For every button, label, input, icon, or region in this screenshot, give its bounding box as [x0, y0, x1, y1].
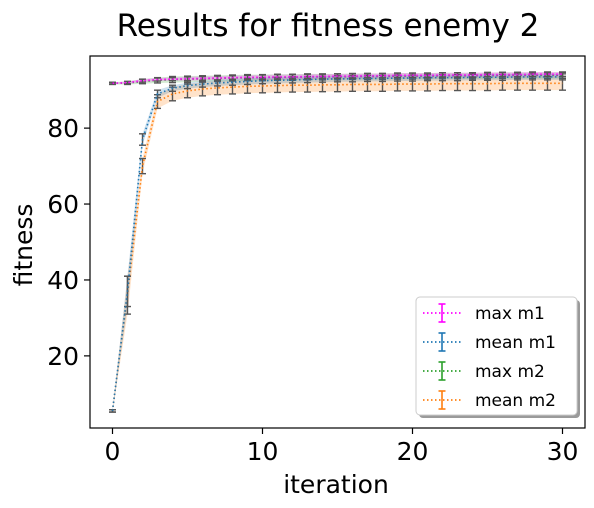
- errorbar-max-m1: [379, 72, 386, 79]
- axes-frame: [89, 55, 586, 429]
- y-axis-label: fitness: [9, 204, 38, 287]
- errorbar-max-m1: [199, 75, 206, 81]
- errorbar-max-m1: [244, 74, 251, 80]
- errorbar-max-m1: [424, 72, 431, 79]
- errorbar-max-m1: [304, 73, 311, 80]
- errorbar-max-m1: [499, 71, 506, 78]
- x-tick-label: 0: [105, 437, 121, 466]
- errorbar-max-m1: [364, 72, 371, 79]
- legend-label: mean m1: [475, 333, 556, 353]
- x-tick-label: 20: [397, 437, 429, 466]
- legend-entry: max m2: [423, 361, 545, 382]
- x-tick-label: 10: [247, 437, 279, 466]
- errorbar-max-m1: [484, 71, 491, 78]
- legend-box: [415, 296, 578, 416]
- legend-label: max m1: [475, 304, 545, 324]
- legend-label: max m2: [475, 362, 545, 382]
- x-axis-label: iteration: [283, 470, 389, 499]
- errorbar-max-m1: [184, 76, 191, 82]
- legend-entry: max m1: [423, 303, 545, 324]
- errorbar-max-m1: [559, 71, 566, 78]
- chart-title: Results for fitness enemy 2: [117, 8, 540, 44]
- legend-label: mean m2: [475, 391, 556, 411]
- axis-ticks: 0 10 20 30 20 40 60 80: [47, 114, 578, 466]
- y-tick-label: 60: [47, 190, 79, 219]
- x-tick-label: 30: [547, 437, 579, 466]
- y-tick-label: 40: [47, 266, 79, 295]
- series-line-max-m1: [112, 73, 563, 85]
- errorbar-max-m1: [124, 80, 131, 85]
- y-tick-label: 20: [47, 342, 79, 371]
- plot-area: [109, 71, 566, 413]
- errorbar-max-m1: [544, 71, 551, 78]
- series-line-mean-m2: [111, 82, 563, 412]
- errorbar-max-m1: [319, 73, 326, 80]
- legend-entry: mean m2: [423, 390, 556, 411]
- errorbar-max-m1: [139, 78, 146, 83]
- y-tick-label: 80: [47, 114, 79, 143]
- legend: max m1 mean m1 max m2 mean m2: [415, 296, 580, 418]
- errorbar-max-m1: [439, 72, 446, 78]
- errorbar-max-m1: [259, 74, 266, 81]
- legend-entry: mean m1: [423, 332, 556, 353]
- errorbar-mean-m2: [139, 157, 146, 175]
- errorbar-mean-m1: [199, 80, 206, 88]
